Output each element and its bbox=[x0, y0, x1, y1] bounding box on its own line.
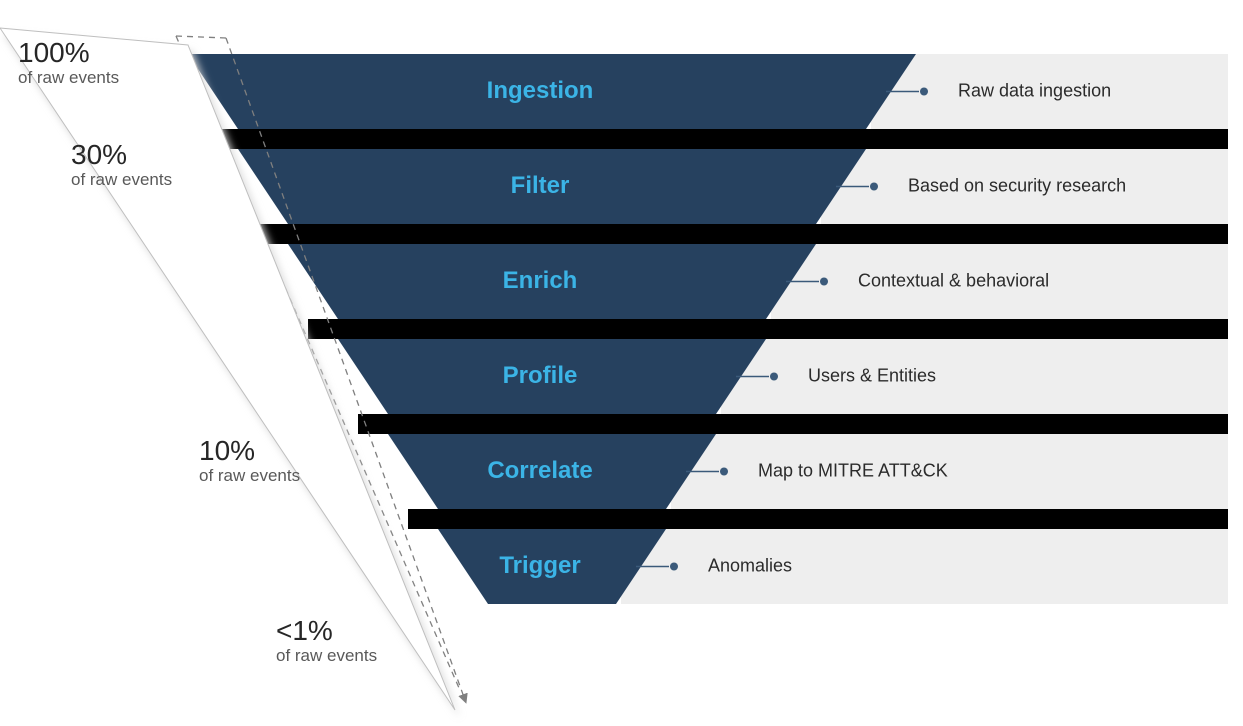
funnel-stage-label: Correlate bbox=[487, 457, 592, 484]
stage-desc-bg bbox=[721, 339, 1228, 414]
funnel-stage-label: Trigger bbox=[499, 552, 580, 579]
funnel-stage-label: Enrich bbox=[503, 267, 578, 294]
bullet-icon bbox=[920, 88, 928, 96]
stage-divider bbox=[358, 414, 1228, 434]
stage-divider bbox=[408, 509, 1228, 529]
stage-desc-bg bbox=[671, 434, 1228, 509]
stage-desc-text: Users & Entities bbox=[808, 365, 936, 385]
percent-value: <1% bbox=[276, 616, 377, 647]
funnel-stage-label: Profile bbox=[503, 362, 578, 389]
bullet-icon bbox=[820, 278, 828, 286]
diagram-svg: Ingestion Raw data ingestion Filter Based o… bbox=[0, 0, 1243, 726]
percent-value: 100% bbox=[18, 38, 119, 69]
stage-divider bbox=[258, 224, 1228, 244]
stage-desc-text: Contextual & behavioral bbox=[858, 270, 1049, 290]
percent-sub: of raw events bbox=[276, 647, 377, 666]
percent-sub: of raw events bbox=[199, 467, 300, 486]
stage-desc-text: Anomalies bbox=[708, 555, 792, 575]
stage-divider bbox=[208, 129, 1228, 149]
percent-sub: of raw events bbox=[18, 69, 119, 88]
bullet-icon bbox=[720, 468, 728, 476]
percent-label: 10%of raw events bbox=[199, 436, 300, 485]
stage-divider bbox=[308, 319, 1228, 339]
stage-desc-text: Raw data ingestion bbox=[958, 80, 1111, 100]
bullet-icon bbox=[870, 183, 878, 191]
percent-value: 10% bbox=[199, 436, 300, 467]
funnel-stage-label: Filter bbox=[511, 172, 570, 199]
bullet-icon bbox=[770, 373, 778, 381]
percent-label: 30%of raw events bbox=[71, 140, 172, 189]
funnel-diagram: Ingestion Raw data ingestion Filter Based o… bbox=[0, 0, 1243, 726]
percent-value: 30% bbox=[71, 140, 172, 171]
stage-desc-text: Map to MITRE ATT&CK bbox=[758, 460, 948, 480]
percent-label: <1%of raw events bbox=[276, 616, 377, 665]
percent-label: 100%of raw events bbox=[18, 38, 119, 87]
dashed-edge-top bbox=[176, 36, 226, 38]
stage-desc-text: Based on security research bbox=[908, 175, 1126, 195]
percent-sub: of raw events bbox=[71, 171, 172, 190]
funnel-stage-label: Ingestion bbox=[487, 77, 594, 104]
bullet-icon bbox=[670, 563, 678, 571]
